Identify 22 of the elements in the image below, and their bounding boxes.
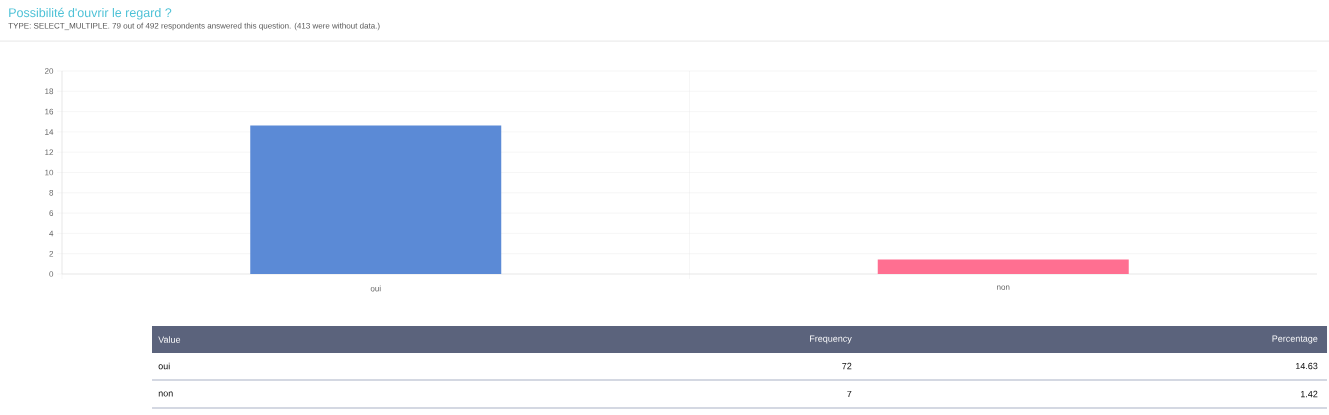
y-tick-label: 6 (49, 210, 54, 216)
chart-title: Possibilité d'ouvrir le regard ? (9, 7, 172, 20)
y-tick-label: 8 (49, 189, 54, 196)
text: 72 (842, 362, 852, 370)
category-label: non (158, 391, 173, 397)
text: 7 (847, 390, 852, 398)
y-tick-label: 16 (45, 108, 54, 115)
category-label: oui (158, 362, 170, 370)
y-tick-label: 0 (49, 271, 54, 277)
y-tick-label: 12 (45, 149, 54, 155)
y-tick-label: 10 (45, 169, 54, 176)
text: Value (158, 336, 181, 343)
y-tick-label: 18 (45, 88, 54, 95)
text: Frequency (810, 335, 852, 344)
y-tick-label: 20 (44, 68, 54, 74)
text: 14.63 (1295, 362, 1318, 370)
y-tick-label: 4 (49, 230, 54, 237)
text: Percentage (1272, 335, 1318, 344)
text: 1.42 (1300, 390, 1318, 398)
y-tick-label: 2 (49, 250, 54, 257)
chart-subtitle: TYPE: SELECT_MULTIPLE. 79 out of 492 respondents answered this question. (413 were without data.) (8, 22, 380, 31)
y-tick-label: 14 (45, 129, 54, 135)
